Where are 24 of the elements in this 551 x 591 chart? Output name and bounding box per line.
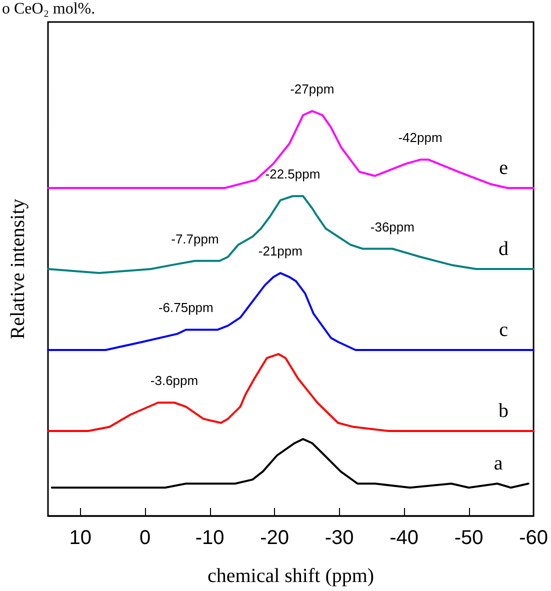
series-label: d (498, 238, 509, 260)
x-tick-label: 0 (140, 527, 151, 549)
series-label: b (498, 400, 509, 422)
series-label: e (499, 157, 508, 180)
x-tick-label: -20 (260, 527, 290, 549)
annotation: -22.5ppm (265, 166, 320, 182)
x-tick-label: 10 (69, 527, 92, 549)
x-tick-label: -50 (454, 527, 484, 549)
annotation: -7.7ppm (171, 231, 219, 246)
x-tick-label: -40 (390, 527, 419, 549)
x-tick-label: -60 (519, 527, 548, 549)
x-tick-label: -30 (324, 527, 354, 549)
series-label: c (499, 318, 508, 341)
text: o CeO₂ mol%. (2, 0, 96, 18)
annotation: -3.6ppm (150, 373, 198, 388)
y-axis-title: Relative intensity (7, 198, 29, 340)
annotation: -42ppm (398, 130, 442, 146)
annotation: -6.75ppm (158, 300, 214, 316)
annotation: -36ppm (370, 219, 414, 234)
x-tick-label: -10 (195, 527, 224, 549)
annotation: -21ppm (258, 244, 302, 259)
annotation: -27ppm (290, 82, 334, 97)
series-label: a (494, 452, 503, 475)
x-axis-title: chemical shift (ppm) (207, 565, 374, 587)
